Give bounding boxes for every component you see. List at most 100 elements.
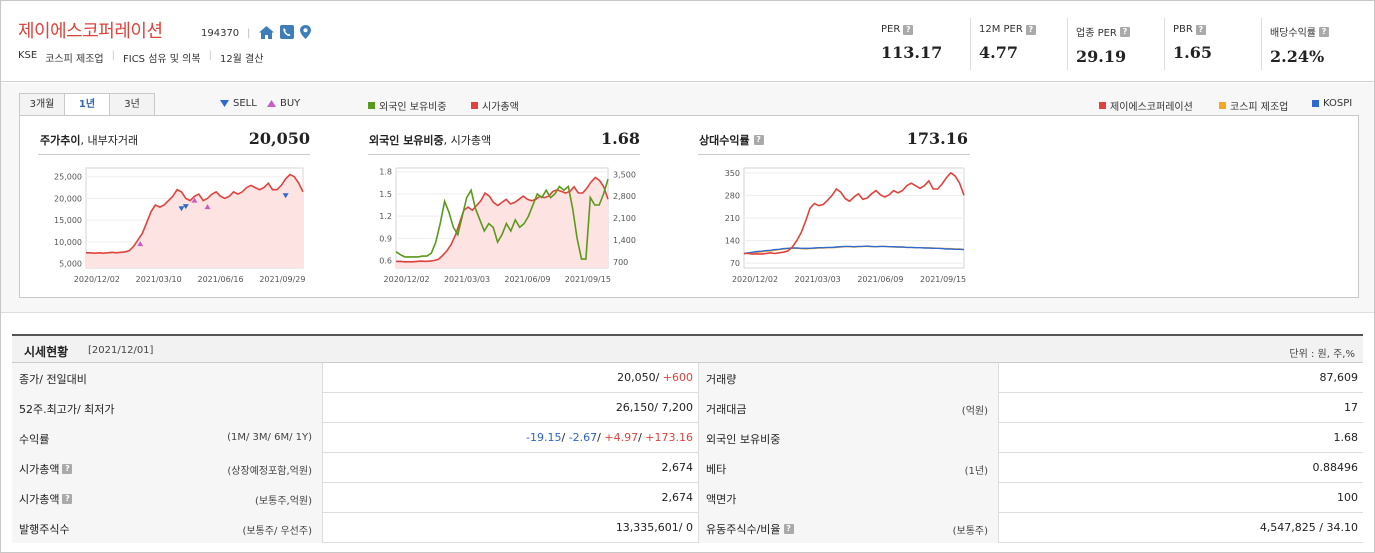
row-value-cell: 1.68 bbox=[999, 423, 1363, 453]
row-label-cell: 시가총액? (상장예정포함,억원) bbox=[12, 453, 323, 483]
help-icon[interactable]: ? bbox=[753, 135, 764, 145]
settlement-label: 12월 결산 bbox=[219, 54, 264, 65]
label-text: 시가총액 bbox=[19, 463, 60, 476]
x-tick-label: 2021/09/15 bbox=[920, 275, 966, 284]
header-separator: | bbox=[247, 28, 251, 39]
divider bbox=[38, 154, 310, 155]
divider bbox=[698, 154, 970, 155]
row-value: 87,609 bbox=[1319, 371, 1359, 384]
chart-title-foreign: 외국인 보유비중, 시가총액 bbox=[369, 134, 492, 147]
legend-buy: BUY bbox=[267, 98, 300, 109]
row-value-cell: 26,150/ 7,200 bbox=[323, 393, 699, 423]
help-icon[interactable]: ? bbox=[1119, 26, 1130, 37]
help-icon[interactable]: ? bbox=[903, 24, 914, 35]
value-part: 2,674 bbox=[661, 461, 694, 474]
y2-tick-label: 3,500 bbox=[613, 170, 636, 179]
value-part: -19.15 bbox=[526, 431, 562, 444]
metric-value: 29.19 bbox=[1076, 47, 1127, 66]
row-label: 수익률 bbox=[19, 431, 49, 447]
location-icon[interactable] bbox=[300, 25, 311, 42]
row-label: 유동주식수/비율? bbox=[706, 521, 794, 537]
row-note: (보통주/ 우선주) bbox=[242, 526, 312, 537]
help-icon[interactable]: ? bbox=[783, 524, 794, 534]
legend-swatch bbox=[471, 102, 478, 109]
row-value-cell: 2,674 bbox=[323, 483, 699, 513]
legend-swatch bbox=[1099, 102, 1106, 109]
help-icon[interactable]: ? bbox=[1195, 24, 1206, 35]
x-tick-label: 2021/03/03 bbox=[795, 275, 841, 284]
home-icon[interactable] bbox=[259, 25, 274, 42]
chart-subtitle: 시가총액 bbox=[450, 134, 492, 147]
tab-3y[interactable]: 3년 bbox=[109, 93, 155, 115]
market-label: KSE bbox=[18, 50, 38, 61]
value-part: +600 bbox=[662, 371, 693, 384]
label-text: 종가/ 전일대비 bbox=[19, 373, 87, 386]
company-links bbox=[259, 25, 311, 42]
legend-label: 외국인 보유비중 bbox=[379, 102, 447, 113]
stock-code: 194370 bbox=[201, 28, 240, 39]
phone-icon[interactable] bbox=[280, 25, 294, 42]
table-row: 종가/ 전일대비 20,050/ +600 거래량 87,609 bbox=[12, 363, 1363, 393]
row-value-cell: 4,547,825 / 34.10 bbox=[999, 513, 1363, 543]
label-text: 거래량 bbox=[706, 373, 737, 386]
metric-value: 2.24% bbox=[1270, 47, 1325, 66]
label-text: 발행주식수 bbox=[19, 523, 70, 536]
y-tick-label: 25,000 bbox=[54, 173, 82, 182]
row-value: 0.88496 bbox=[1312, 461, 1359, 474]
buy-marker bbox=[204, 204, 211, 210]
legend-market-cap: 시가총액 bbox=[471, 98, 519, 113]
tab-1y[interactable]: 1년 bbox=[64, 93, 110, 116]
value-part: / bbox=[638, 431, 646, 444]
legend-sell: SELL bbox=[220, 98, 257, 109]
metric-sector-per: 업종 PER? 29.19 bbox=[1067, 18, 1164, 70]
row-note: (1년) bbox=[964, 466, 988, 477]
x-tick-label: 2021/03/03 bbox=[444, 275, 490, 284]
divider: | bbox=[208, 50, 212, 61]
legend-swatch bbox=[1312, 100, 1319, 107]
sector-label: 코스피 제조업 bbox=[45, 54, 104, 65]
chart-title-relative: 상대수익률? bbox=[699, 132, 764, 148]
kospi-line bbox=[743, 245, 965, 255]
divider: | bbox=[111, 50, 115, 61]
label-text: 시가총액 bbox=[19, 493, 60, 506]
metric-value: 4.77 bbox=[979, 43, 1018, 62]
help-icon[interactable]: ? bbox=[62, 494, 73, 504]
row-value: 1.68 bbox=[1333, 431, 1359, 444]
help-icon[interactable]: ? bbox=[1025, 24, 1036, 35]
buy-marker-icon bbox=[267, 100, 276, 107]
table-row: 시가총액? (상장예정포함,억원) 2,674 베타 (1년) 0.88496 bbox=[12, 453, 1363, 483]
label-text: 액면가 bbox=[706, 493, 737, 506]
value-part: +4.97 bbox=[604, 431, 639, 444]
value-part: 20,050/ bbox=[617, 371, 663, 384]
metric-label: PBR bbox=[1173, 24, 1193, 35]
label-text: 외국인 보유비중 bbox=[706, 433, 781, 446]
chart-section: 3개월 1년 3년 SELL BUY 외국인 보유비중 시가총액 제이에스코퍼레… bbox=[1, 83, 1374, 313]
row-label: 액면가 bbox=[706, 491, 736, 507]
chart-headline-foreign: 1.68 bbox=[601, 129, 640, 148]
help-icon[interactable]: ? bbox=[1319, 26, 1329, 37]
y-tick-label: 5,000 bbox=[59, 260, 82, 269]
value-part: / bbox=[597, 431, 605, 444]
legend-foreign-ratio: 외국인 보유비중 bbox=[368, 98, 447, 113]
table-row: 시가총액? (보통주,억원) 2,674 액면가 100 bbox=[12, 483, 1363, 513]
sell-marker-icon bbox=[220, 100, 229, 107]
legend-label: BUY bbox=[280, 98, 301, 109]
x-tick-label: 2021/06/09 bbox=[857, 275, 903, 284]
metric-label: PER bbox=[881, 24, 901, 35]
row-label-cell: 외국인 보유비중 bbox=[699, 423, 999, 453]
y-tick-label: 0.6 bbox=[379, 257, 392, 266]
metric-value: 1.65 bbox=[1173, 43, 1212, 62]
y2-tick-label: 1,400 bbox=[613, 236, 636, 245]
divider bbox=[368, 154, 640, 155]
valuation-metrics: PER? 113.17 12M PER? 4.77 업종 PER? 29.19 … bbox=[873, 18, 1358, 70]
y-tick-label: 10,000 bbox=[54, 238, 82, 247]
y-tick-label: 210 bbox=[725, 214, 740, 223]
row-label: 베타 bbox=[706, 461, 726, 477]
row-value: 4,547,825 / 34.10 bbox=[1259, 521, 1358, 534]
help-icon[interactable]: ? bbox=[62, 464, 73, 474]
y-tick-label: 140 bbox=[725, 237, 740, 246]
tab-3m[interactable]: 3개월 bbox=[19, 93, 65, 115]
row-value-cell: 87,609 bbox=[999, 363, 1363, 393]
row-label-cell: 유동주식수/비율? (보통주) bbox=[699, 513, 999, 543]
company-classification: KSE 코스피 제조업 | FICS 섬유 및 의복 | 12월 결산 bbox=[18, 50, 263, 65]
